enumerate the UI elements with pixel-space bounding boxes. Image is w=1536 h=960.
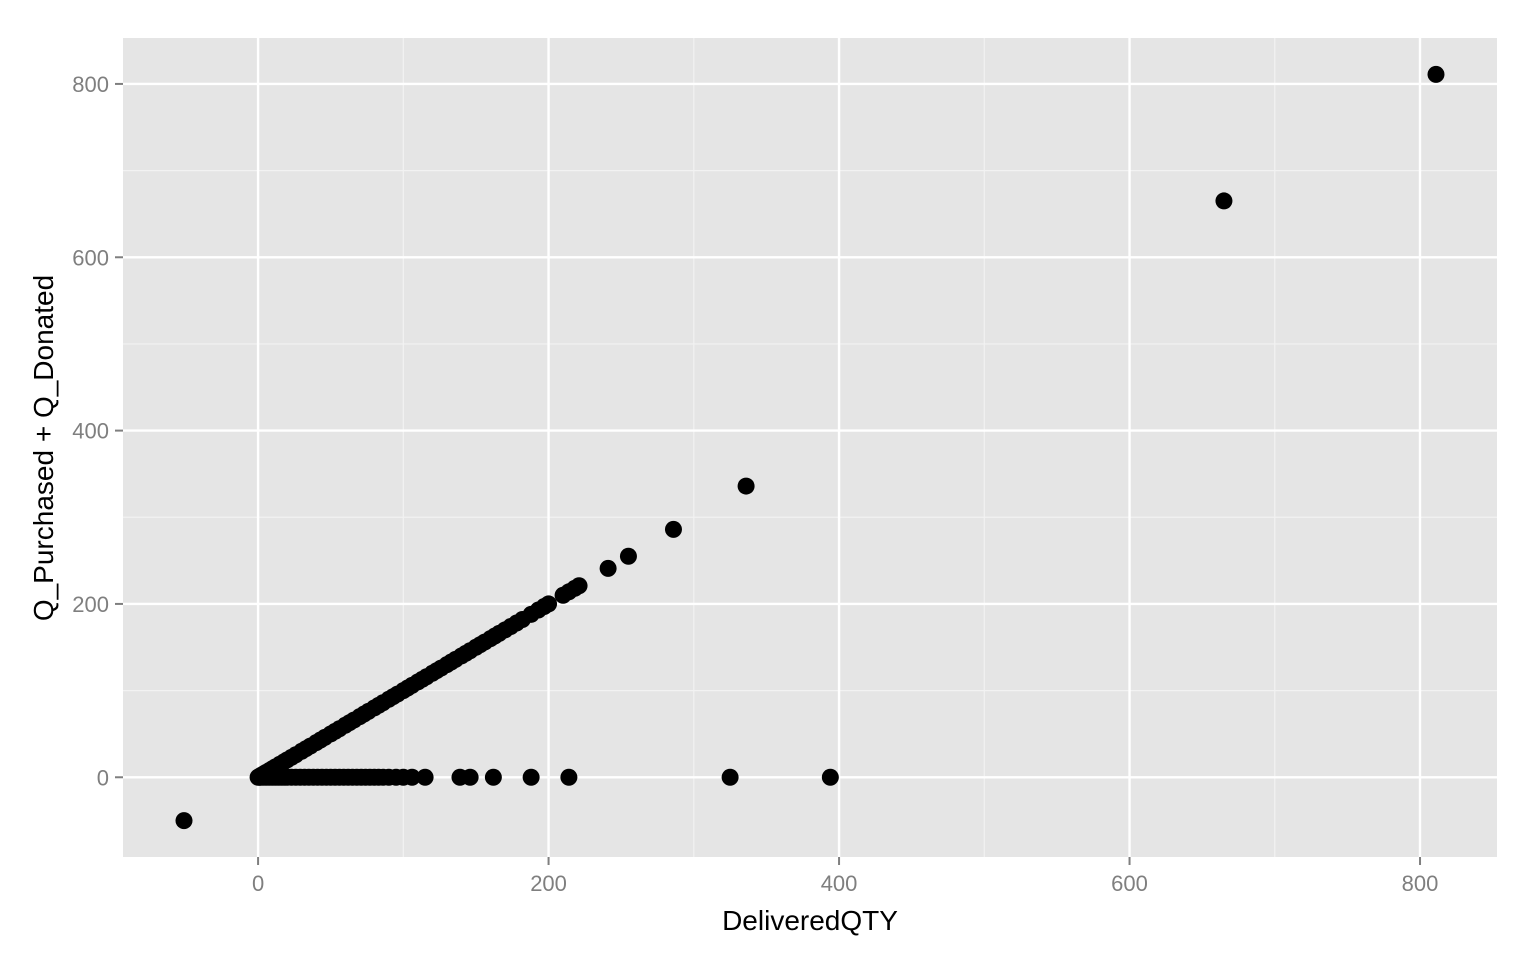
x-axis: 0 200 400 600 800 [252,857,1438,896]
data-point [484,768,502,786]
y-tick-label: 600 [72,245,109,270]
data-point [461,768,479,786]
x-tick-label: 200 [530,871,567,896]
data-point [1215,192,1233,210]
data-point [1427,65,1445,83]
data-point [570,577,588,595]
x-tick-label: 400 [821,871,858,896]
data-point [540,595,558,613]
y-axis-title: Q_Purchased + Q_Donated [28,275,59,621]
data-point [619,547,637,565]
data-point [737,477,755,495]
data-point [522,768,540,786]
x-tick-label: 0 [252,871,264,896]
x-axis-title: DeliveredQTY [722,905,898,936]
y-tick-label: 200 [72,592,109,617]
minor-gridlines [123,38,1497,857]
data-point [599,559,617,577]
data-point [721,768,739,786]
y-axis: 0 200 400 600 800 [72,72,123,790]
y-tick-label: 400 [72,419,109,444]
y-tick-label: 0 [97,765,109,790]
x-tick-label: 600 [1111,871,1148,896]
data-point [416,768,434,786]
data-points [175,65,1445,830]
data-point [175,812,193,830]
major-gridlines [123,38,1497,857]
y-tick-label: 800 [72,72,109,97]
data-point [821,768,839,786]
data-point [403,768,421,786]
x-tick-label: 800 [1402,871,1439,896]
data-point [664,520,682,538]
data-point [560,768,578,786]
